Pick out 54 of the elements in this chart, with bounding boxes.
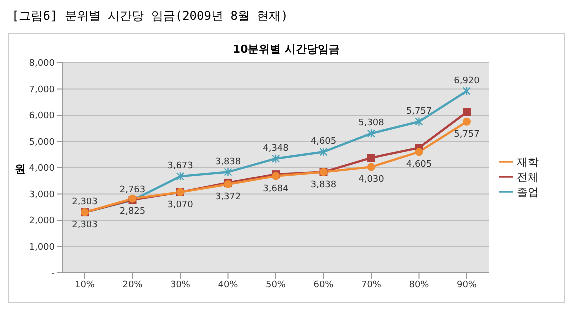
- point: [224, 168, 232, 177]
- data-label: 2,763: [120, 185, 146, 196]
- point: [462, 86, 472, 96]
- point: [176, 172, 185, 182]
- point: [415, 148, 424, 156]
- point: [415, 117, 424, 126]
- data-label: 5,308: [358, 118, 385, 129]
- y-tick-label: 7,000: [29, 85, 56, 96]
- point: [463, 108, 471, 116]
- point: [272, 154, 280, 164]
- point: [368, 163, 376, 172]
- x-tick-label: 40%: [218, 280, 239, 290]
- chart-title: [그림6] 분위별 시간당 임금(2009년 8월 현재): [12, 8, 290, 25]
- data-label: 6,920: [454, 76, 480, 86]
- data-label: 2,303: [72, 220, 98, 231]
- x-tick-label: 90%: [456, 280, 478, 290]
- data-label: 3,838: [310, 180, 337, 190]
- data-label: 3,070: [168, 200, 194, 210]
- data-label: 3,372: [215, 192, 242, 202]
- y-tick-label: -: [52, 269, 55, 280]
- x-tick-label: 80%: [409, 280, 430, 290]
- y-tick-label: 2,000: [29, 216, 56, 227]
- x-tick-label: 60%: [314, 280, 334, 290]
- x-tick-label: 10%: [74, 280, 96, 290]
- point: [368, 154, 376, 162]
- data-label: 5,757: [406, 106, 432, 117]
- x-tick-label: 50%: [266, 280, 286, 290]
- data-label: 4,605: [406, 160, 432, 170]
- data-label: 5,757: [454, 130, 480, 140]
- point: [463, 118, 471, 126]
- x-tick-label: 70%: [361, 280, 382, 290]
- x-tick-label: 20%: [122, 280, 144, 290]
- data-label: 3,673: [168, 162, 194, 172]
- y-tick-label: 8,000: [29, 59, 56, 70]
- y-tick-label: 3,000: [29, 190, 56, 200]
- point: [320, 148, 328, 157]
- y-axis-title: 원: [15, 162, 26, 177]
- legend-label: 재학: [517, 156, 539, 168]
- y-tick-label: 4,000: [29, 164, 56, 174]
- legend-label: 전체: [517, 170, 539, 184]
- data-label: 3,838: [215, 157, 242, 168]
- data-label: 4,030: [358, 175, 385, 186]
- data-label: 3,684: [263, 184, 290, 194]
- y-tick-label: 6,000: [29, 112, 56, 122]
- y-tick-label: 1,000: [29, 242, 56, 253]
- legend-label: 졸업: [517, 186, 539, 198]
- data-label: 2,303: [72, 198, 98, 208]
- data-label: 2,825: [120, 206, 146, 217]
- chart-subtitle: 10분위별 시간당임금: [232, 42, 342, 57]
- x-tick-label: 30%: [170, 280, 191, 290]
- data-label: 4,348: [263, 144, 290, 154]
- data-label: 4,605: [310, 137, 337, 148]
- point: [367, 129, 376, 138]
- y-tick-label: 5,000: [29, 138, 56, 148]
